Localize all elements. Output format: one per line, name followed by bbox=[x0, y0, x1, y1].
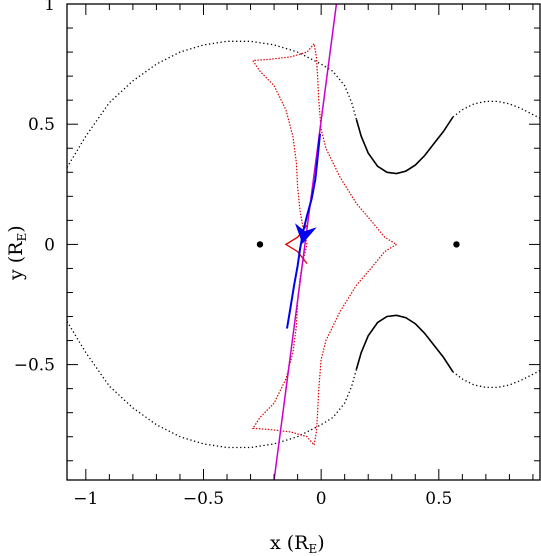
direction-arrow bbox=[295, 223, 317, 244]
critical-curve-inner-top bbox=[355, 116, 454, 175]
x-tick-label: −0.5 bbox=[183, 489, 224, 509]
y-tick-label: −0.5 bbox=[14, 356, 55, 376]
critical-curve-outer-bottom-right bbox=[452, 370, 540, 389]
y-tick-label: 0 bbox=[44, 235, 55, 255]
plot-area bbox=[67, 4, 540, 480]
caustic-bottom bbox=[251, 243, 397, 447]
x-axis-title: x (RE) bbox=[270, 532, 325, 556]
caustic-top bbox=[251, 42, 397, 245]
source-path bbox=[286, 133, 321, 329]
tick-marks bbox=[67, 3, 540, 480]
x-tick-label: 0 bbox=[316, 489, 327, 509]
lens-marker-2 bbox=[453, 241, 460, 248]
x-tick-label: −1 bbox=[73, 489, 98, 509]
tick-labels: −1 −0.5 0 0.5 −0.5 0 0.5 1 bbox=[14, 0, 453, 509]
critical-curve-outer-top-left bbox=[67, 40, 358, 168]
y-tick-label: 1 bbox=[44, 0, 55, 15]
plot-curves bbox=[67, 4, 540, 480]
source-trajectory-line bbox=[273, 4, 338, 480]
critical-curve-inner-bottom bbox=[355, 314, 454, 373]
critical-curve-outer-top-right bbox=[452, 100, 540, 119]
plot-frame bbox=[66, 3, 541, 481]
lens-marker-1 bbox=[256, 241, 264, 248]
y-axis-title: y (RE) bbox=[5, 225, 29, 281]
axes: −1 −0.5 0 0.5 −0.5 0 0.5 1 bbox=[14, 0, 541, 509]
critical-curve-outer-bottom-left bbox=[67, 320, 358, 449]
x-tick-label: 0.5 bbox=[425, 489, 452, 509]
y-tick-label: 0.5 bbox=[28, 115, 55, 135]
